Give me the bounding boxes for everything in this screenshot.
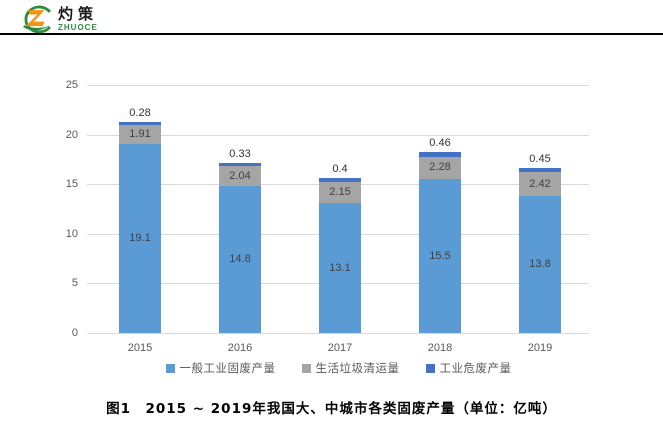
bar-2015-segment-0 — [119, 143, 161, 333]
legend-swatch-icon — [301, 363, 311, 373]
bar-2018-value-1: 2.28 — [429, 161, 451, 174]
bar-2016-value-1: 2.04 — [229, 169, 251, 182]
y-tick-label-0: 0 — [71, 327, 78, 339]
bar-2018-segment-2 — [419, 152, 461, 157]
bar-2015-segment-2 — [119, 121, 161, 125]
logo-text: 灼策 ZHUOCE — [58, 4, 99, 32]
bar-2015-value-0: 19.1 — [129, 231, 151, 244]
y-tick-label-10: 10 — [65, 227, 78, 240]
legend: 一般工业固废产量 生活垃圾清运量 工业危废产量 — [87, 360, 590, 376]
logo-name-en: ZHUOCE — [58, 22, 98, 32]
bar-2018-segment-0 — [419, 179, 461, 333]
bar-2018-segment-1 — [419, 156, 461, 180]
x-tick-label-2017: 2017 — [327, 342, 353, 354]
gridline-20 — [87, 134, 589, 136]
bar-2016-value-0: 14.8 — [229, 253, 251, 266]
bar-2019-value-1: 2.42 — [529, 177, 551, 190]
x-tick-label-2019: 2019 — [527, 342, 553, 354]
y-tick-label-25: 25 — [65, 79, 78, 91]
legend-swatch-icon — [425, 363, 435, 373]
gridline-25 — [87, 85, 589, 86]
bar-2017-segment-0 — [319, 203, 361, 333]
x-tick-label-2018: 2018 — [427, 342, 453, 354]
y-tick-label-5: 5 — [71, 277, 78, 290]
bar-2016-segment-0 — [219, 186, 261, 333]
bar-2017-value-0: 13.1 — [329, 261, 351, 274]
bar-2015-value-1: 1.91 — [129, 127, 151, 140]
bar-2018-value-0: 15.5 — [429, 249, 451, 262]
legend-item-0: 一般工业固废产量 — [165, 360, 276, 376]
legend-label-2: 工业危废产量 — [439, 363, 512, 375]
bar-2016-segment-1 — [219, 165, 261, 187]
bar-2016-value-above: 0.33 — [229, 147, 251, 160]
bar-2019-segment-2 — [519, 167, 561, 173]
legend-label-0: 一般工业固废产量 — [179, 363, 276, 375]
header-divider — [0, 33, 663, 35]
legend-label-1: 生活垃圾清运量 — [315, 363, 400, 375]
bar-2019-value-above: 0.45 — [529, 152, 551, 165]
logo: 灼策 ZHUOCE — [20, 3, 98, 35]
legend-item-2: 工业危废产量 — [425, 360, 512, 376]
zhuoce-logo-icon — [23, 5, 51, 34]
bar-2018-value-above: 0.46 — [429, 137, 451, 150]
logo-name-cn: 灼策 — [58, 4, 99, 23]
legend-item-1: 生活垃圾清运量 — [301, 360, 400, 376]
bar-2015-value-above: 0.28 — [129, 106, 151, 119]
y-tick-label-15: 15 — [65, 178, 78, 191]
y-tick-label-20: 20 — [65, 128, 78, 141]
chart-caption: 图1 2015 ~ 2019年我国大、中城市各类固废产量（单位：亿吨） — [106, 401, 557, 417]
bar-2017-segment-1 — [319, 181, 361, 204]
bar-2017-value-1: 2.15 — [329, 185, 351, 198]
bar-2019-segment-1 — [519, 172, 561, 197]
bar-2017-value-above: 0.4 — [332, 162, 348, 175]
bar-2017-segment-2 — [319, 177, 361, 182]
bar-2015-segment-1 — [119, 124, 161, 144]
legend-swatch-icon — [165, 363, 175, 373]
bar-2019-segment-0 — [519, 196, 561, 333]
gridline-0 — [87, 333, 589, 334]
bar-2019-value-0: 13.8 — [529, 258, 551, 271]
bar-2016-segment-2 — [219, 162, 261, 166]
x-tick-label-2016: 2016 — [227, 342, 253, 354]
x-tick-label-2015: 2015 — [127, 342, 153, 354]
